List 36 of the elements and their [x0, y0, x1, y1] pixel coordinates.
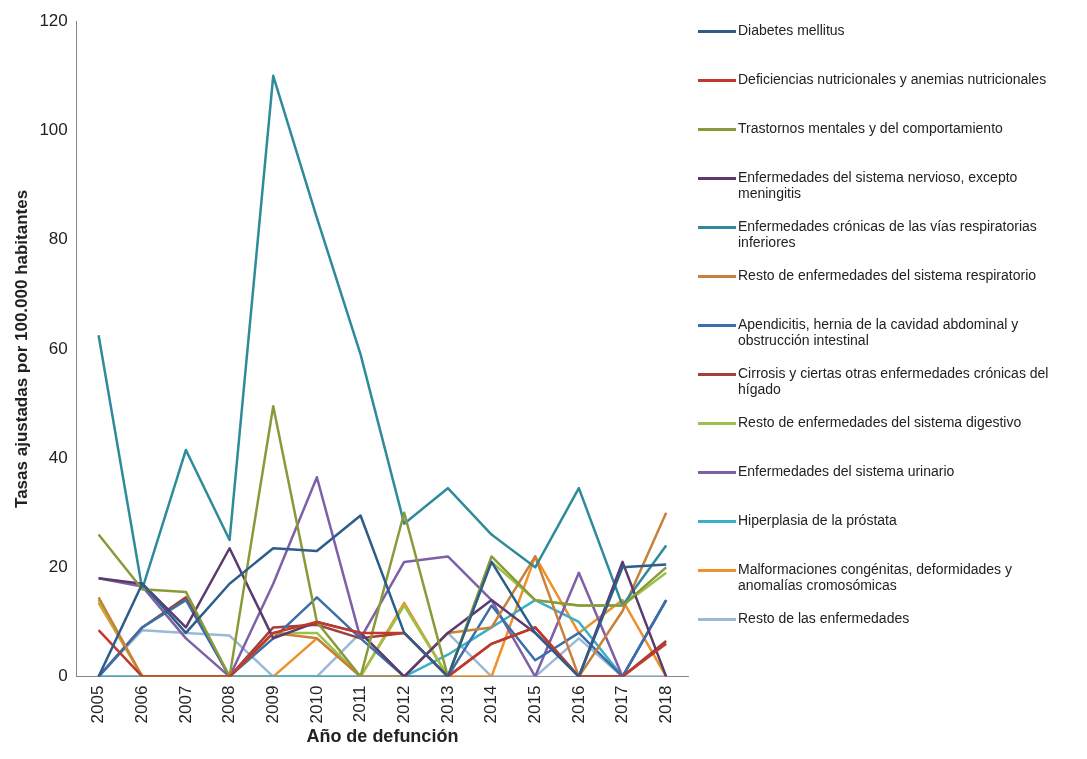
y-axis-title: Tasas ajustadas por 100.000 habitantes [11, 189, 31, 508]
legend-label: Enfermedades crónicas de las vías respiratorias inferiores [738, 218, 1038, 250]
y-tick-label: 0 [58, 666, 68, 686]
x-tick-label: 2005 [88, 685, 108, 724]
legend-label: Malformaciones congénitas, deformidades y anomalías cromosómicas [738, 561, 1013, 593]
x-tick-label: 2009 [262, 685, 282, 724]
y-tick-label: 20 [48, 557, 68, 577]
legend-label: Diabetes mellitus [738, 22, 845, 38]
x-tick-label: 2014 [481, 685, 501, 724]
x-tick-label: 2010 [306, 685, 326, 724]
legend-label: Resto de las enfermedades [738, 610, 910, 626]
x-tick-label: 2016 [568, 685, 588, 724]
legend-label: Resto de enfermedades del sistema digestivo [738, 414, 1022, 430]
x-tick-label: 2008 [219, 685, 239, 724]
x-tick-label: 2013 [437, 685, 457, 724]
x-tick-label: 2006 [131, 685, 151, 724]
x-tick-label: 2015 [524, 685, 544, 724]
x-tick-label: 2007 [175, 685, 195, 724]
x-tick-label: 2018 [655, 685, 675, 724]
y-tick-label: 40 [48, 447, 68, 467]
legend-label: Resto de enfermedades del sistema respiratorio [738, 267, 1037, 283]
legend-label: Apendicitis, hernia de la cavidad abdominal y obstrucción intestinal [738, 316, 1020, 348]
legend-label: Hiperplasia de la próstata [738, 512, 897, 528]
y-tick-label: 100 [39, 120, 68, 140]
y-tick-label: 80 [48, 229, 68, 249]
legend-label: Cirrosis y ciertas otras enfermedades crónicas del hígado [738, 365, 1050, 397]
y-tick-label: 120 [39, 10, 68, 30]
legend-label: Enfermedades del sistema urinario [738, 463, 955, 479]
y-tick-label: 60 [48, 338, 68, 358]
x-axis-title: Año de defunción [306, 726, 459, 747]
legend-label: Trastornos mentales y del comportamiento [738, 120, 1003, 136]
x-tick-label: 2017 [612, 685, 632, 724]
x-tick-label: 2011 [350, 685, 370, 723]
x-tick-label: 2012 [393, 685, 413, 724]
legend-label: Deficiencias nutricionales y anemias nutricionales [738, 71, 1047, 87]
legend-label: Enfermedades del sistema nervioso, excepto meningitis [738, 169, 1019, 201]
